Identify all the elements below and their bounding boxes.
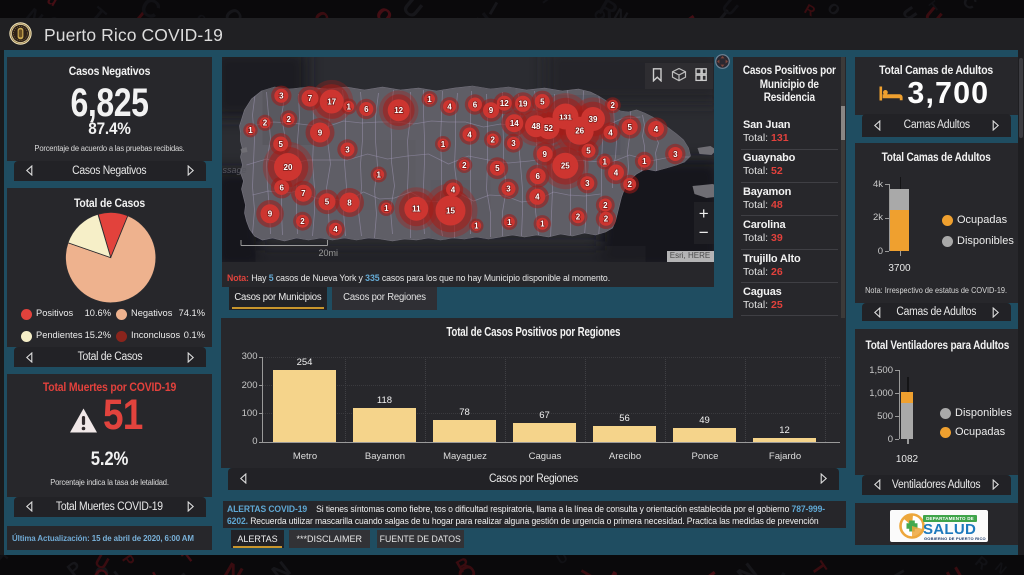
svg-text:17: 17 [327,97,336,106]
svg-text:7: 7 [301,189,306,198]
svg-text:1: 1 [642,157,647,166]
svg-text:2: 2 [490,135,495,144]
svg-text:14: 14 [509,119,518,128]
svg-text:12: 12 [499,99,508,108]
svg-text:39: 39 [588,115,597,124]
svg-text:1: 1 [507,218,512,227]
svg-text:2: 2 [262,119,267,128]
svg-text:ssage: ssage [222,165,246,175]
svg-text:2: 2 [575,213,580,222]
svg-text:4: 4 [450,185,455,194]
svg-text:3: 3 [585,179,590,188]
svg-text:1: 1 [440,140,445,149]
svg-text:5: 5 [627,123,632,132]
svg-text:52: 52 [544,124,553,133]
svg-text:8: 8 [347,198,352,207]
svg-text:5: 5 [278,140,283,149]
svg-text:4: 4 [535,193,540,202]
svg-text:3: 3 [345,145,350,154]
svg-text:131: 131 [559,112,572,121]
svg-text:1: 1 [376,170,381,179]
svg-text:2: 2 [603,201,608,210]
svg-text:3: 3 [673,150,678,159]
svg-text:4: 4 [653,125,658,134]
svg-text:1: 1 [248,126,253,135]
svg-text:2: 2 [603,215,608,224]
svg-text:15: 15 [446,206,455,215]
svg-text:7: 7 [307,94,312,103]
svg-text:6: 6 [279,183,284,192]
svg-text:5: 5 [586,147,591,156]
svg-text:5: 5 [324,198,329,207]
svg-text:4: 4 [467,130,472,139]
svg-text:1: 1 [427,95,432,104]
svg-text:48: 48 [531,122,540,131]
svg-text:4: 4 [613,168,618,177]
svg-text:3: 3 [279,92,284,101]
svg-text:11: 11 [412,205,421,214]
svg-text:2: 2 [286,115,291,124]
svg-text:4: 4 [608,128,613,137]
svg-text:9: 9 [267,210,272,219]
svg-text:3: 3 [506,185,511,194]
svg-text:9: 9 [542,150,547,159]
svg-text:4: 4 [333,225,338,234]
svg-text:3: 3 [511,139,516,148]
svg-text:2: 2 [300,217,305,226]
svg-text:6: 6 [472,100,477,109]
svg-text:19: 19 [518,100,527,109]
svg-text:5: 5 [540,97,545,106]
svg-text:4: 4 [447,102,452,111]
svg-text:26: 26 [575,127,584,136]
svg-text:1: 1 [540,220,545,229]
svg-text:20mi: 20mi [318,248,338,258]
svg-text:12: 12 [394,106,403,115]
svg-text:5: 5 [495,164,500,173]
svg-text:6: 6 [364,105,369,114]
svg-text:1: 1 [602,157,607,166]
svg-text:2: 2 [462,161,467,170]
svg-text:9: 9 [317,128,322,137]
svg-text:2: 2 [610,101,615,110]
svg-text:25: 25 [560,162,569,171]
svg-text:1: 1 [474,222,479,231]
svg-text:9: 9 [488,106,493,115]
svg-text:1: 1 [346,102,351,111]
svg-text:2: 2 [627,180,632,189]
svg-text:1: 1 [384,204,389,213]
svg-text:20: 20 [283,163,292,172]
svg-text:6: 6 [535,172,540,181]
